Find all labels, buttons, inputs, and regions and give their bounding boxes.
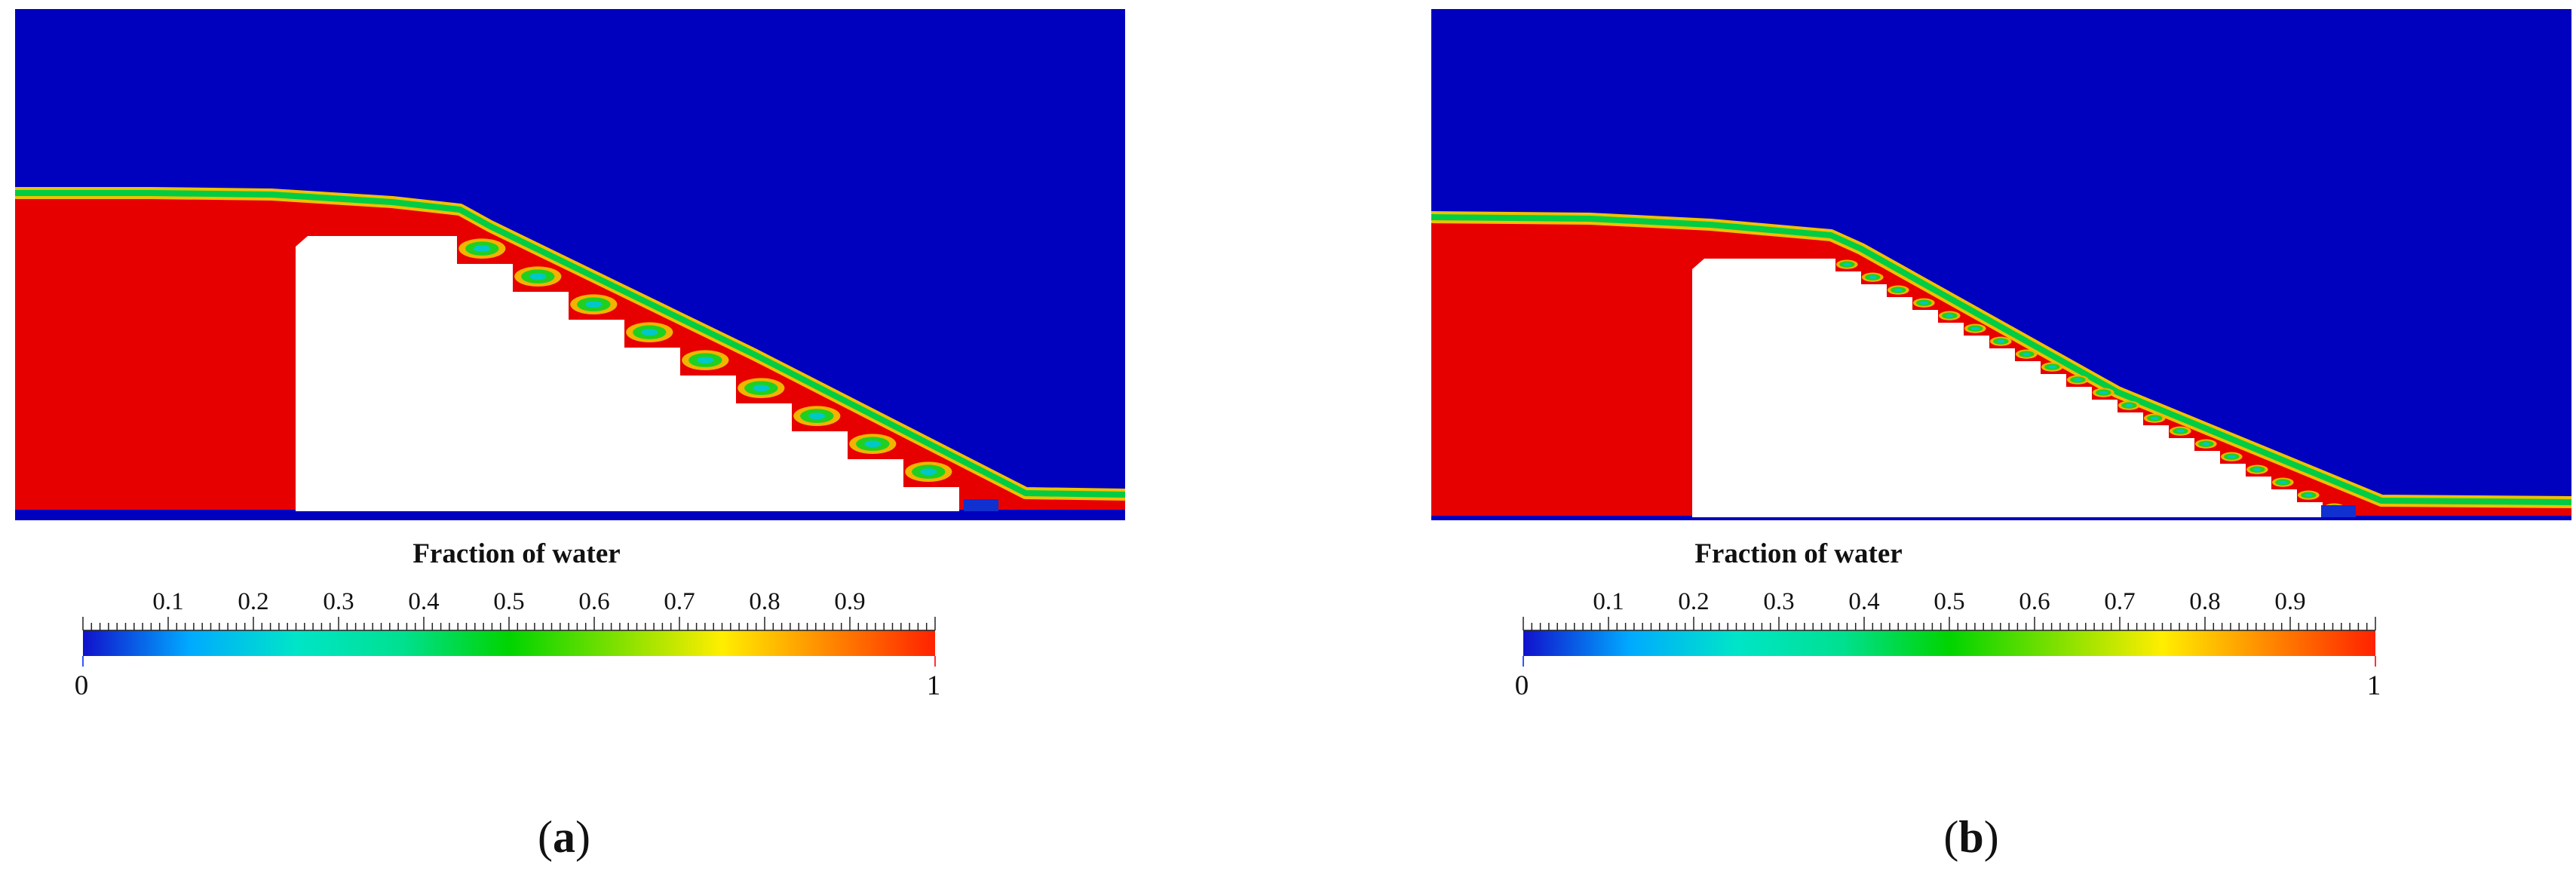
step-vortex — [2093, 388, 2114, 397]
colorbar-tick-label: 0.9 — [834, 588, 866, 615]
interface-band — [1431, 214, 2572, 505]
step-vortex — [1913, 298, 1935, 308]
step-vortex — [2041, 362, 2063, 372]
dam-body — [1692, 259, 2348, 517]
panel-caption-b: (b) — [1943, 812, 1999, 862]
colorbar-tick-label: 0.4 — [1848, 588, 1880, 615]
step-vortex — [793, 406, 841, 426]
panel-caption-a: (a) — [538, 812, 590, 862]
colorbar-gradient — [83, 630, 935, 656]
colorbar-tick-label: 0.3 — [1763, 588, 1795, 615]
step-vortex — [626, 322, 673, 342]
colorbar-tick-label: 0.7 — [2104, 588, 2136, 615]
colorbar-min-label: 0 — [1514, 670, 1529, 701]
step-vortex — [2118, 400, 2140, 410]
colorbar-tick-label: 0.6 — [2019, 588, 2050, 615]
step-vortex — [514, 266, 562, 287]
dam-body — [296, 236, 959, 511]
panel-a: Fraction of water 0.1 0.2 0.3 0.4 0.5 0.6 0.7 0… — [15, 9, 1126, 862]
colorbar-tick-label: 0.9 — [2274, 588, 2306, 615]
panel-b: Fraction of water 0.1 0.2 0.3 0.4 0.5 0.6 0.7 0… — [1288, 0, 2576, 889]
colorbar-tick-label: 0.5 — [493, 588, 525, 615]
step-vortex — [1990, 336, 2012, 346]
colorbar-max-label: 1 — [926, 670, 941, 701]
step-vortex — [570, 294, 618, 314]
colorbar-min-label: 0 — [74, 670, 89, 701]
step-vortex — [1836, 259, 1858, 269]
step-vortex — [682, 350, 729, 370]
colorbar-tick-label: 0.1 — [152, 588, 184, 615]
step-vortex — [458, 238, 506, 259]
colorbar-tick-label: 0.8 — [749, 588, 780, 615]
colorbar — [1523, 617, 2376, 667]
step-vortex — [905, 461, 952, 482]
colorbar-tick-label: 0.2 — [1678, 588, 1710, 615]
simulation-field-a — [15, 9, 1126, 520]
colorbar-tick-label: 0.5 — [1934, 588, 1965, 615]
step-vortex — [1939, 311, 1961, 320]
step-vortex — [2195, 439, 2217, 449]
step-vortex — [2016, 349, 2038, 359]
interface-band — [15, 190, 1126, 498]
colorbar-gradient — [1523, 630, 2375, 656]
colorbar-tick-label: 0.3 — [323, 588, 354, 615]
step-vortex — [2144, 413, 2166, 423]
simulation-field-b — [1431, 9, 2572, 520]
colorbar-title: Fraction of water — [1694, 538, 1903, 569]
colorbar-max-label: 1 — [2366, 670, 2381, 701]
step-vortex — [738, 378, 785, 398]
step-vortex — [2170, 426, 2191, 436]
step-vortex — [2246, 464, 2268, 474]
step-vortex — [1888, 285, 1909, 295]
colorbar-title: Fraction of water — [412, 538, 621, 569]
colorbar-tick-label: 0.8 — [2189, 588, 2221, 615]
colorbar-tick-label: 0.6 — [578, 588, 610, 615]
step-vortex — [2298, 490, 2320, 500]
step-vortex — [1964, 323, 1986, 333]
step-vortex — [849, 434, 897, 454]
step-vortex — [2067, 375, 2089, 385]
toe-pocket — [964, 499, 998, 511]
colorbar-tick-label: 0.7 — [664, 588, 695, 615]
step-vortex — [2221, 452, 2243, 461]
toe-pocket — [2321, 505, 2356, 517]
step-vortex — [2272, 477, 2294, 487]
colorbar — [82, 617, 936, 667]
step-vortex — [1862, 272, 1884, 282]
colorbar-tick-label: 0.4 — [408, 588, 440, 615]
colorbar-tick-label: 0.1 — [1593, 588, 1624, 615]
colorbar-tick-label: 0.2 — [238, 588, 269, 615]
